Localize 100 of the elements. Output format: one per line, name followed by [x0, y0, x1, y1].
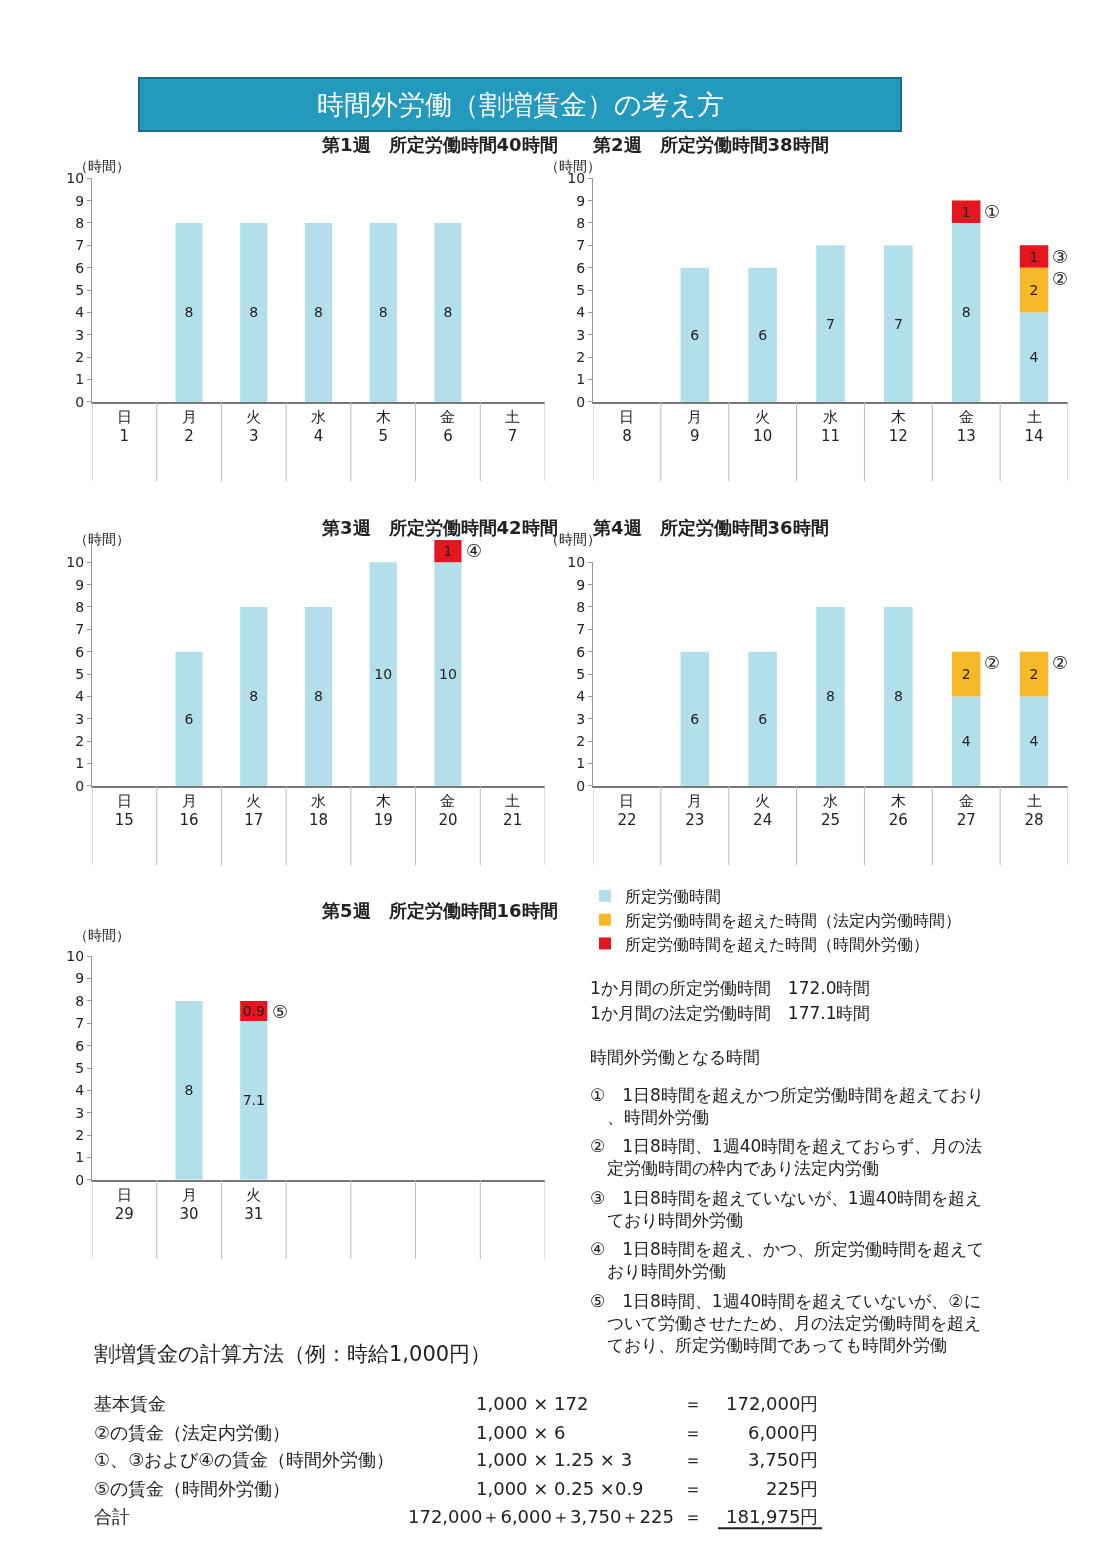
x-tick-label: 火 3 — [246, 407, 262, 446]
y-tick-label: 3 — [576, 326, 586, 343]
annotation: ① — [984, 201, 1001, 222]
y-tick-label: 7 — [576, 621, 586, 638]
x-tick-label: 日 22 — [617, 791, 637, 830]
text: 割増賃金の計算方法（例：時給1,000円） — [94, 1342, 492, 1366]
y-tick-label: 1 — [576, 371, 586, 388]
text: ① 1日8時間を超えかつ所定労働時間を超えており、時間外労働 — [590, 1085, 984, 1128]
text: 時間外労働となる時間 — [590, 1047, 760, 1067]
y-tick-label: 1 — [75, 371, 85, 388]
text: 1,000 × 172 — [476, 1393, 589, 1414]
legend-label: 所定労働時間を超えた時間（時間外労働） — [625, 934, 929, 954]
bar — [816, 606, 845, 786]
x-tick-label: 月 23 — [685, 791, 705, 830]
y-tick-label: 8 — [576, 598, 586, 615]
annotation: ③ — [1052, 246, 1069, 267]
x-tick-label: 水 4 — [311, 407, 326, 446]
data-label: 7 — [893, 315, 903, 332]
x-tick-label: 金 6 — [440, 407, 456, 446]
data-label: 8 — [249, 304, 259, 321]
y-tick-label: 0 — [576, 393, 586, 410]
data-label: 6 — [690, 326, 700, 343]
text: 1,000 × 6 — [476, 1422, 566, 1443]
y-tick-label: 9 — [75, 576, 85, 593]
x-tick-label: 日 8 — [619, 407, 635, 446]
text: ＝ — [684, 1478, 702, 1499]
y-tick-label: 9 — [576, 192, 586, 209]
bar — [1019, 245, 1049, 268]
y-tick-label: 1 — [75, 755, 85, 772]
y-tick-label: 5 — [576, 281, 586, 298]
data-label: 8 — [184, 304, 194, 321]
data-label: 7.1 — [242, 1092, 265, 1109]
chart-title: 第4週 所定労働時間36時間 — [592, 517, 829, 538]
text: 1,000 × 1.25 × 3 — [476, 1449, 633, 1470]
y-tick-label: 3 — [75, 326, 85, 343]
text: ③ 1日8時間を超えていないが、1週40時間を超えており時間外労働 — [590, 1188, 983, 1231]
data-label: 8 — [826, 688, 835, 705]
chart-title: 第5週 所定労働時間16時間 — [321, 900, 558, 921]
x-tick-label: 日 15 — [114, 791, 134, 830]
y-tick-label: 5 — [75, 1059, 85, 1076]
y-tick-label: 7 — [75, 621, 85, 638]
text: ② 1日8時間、1週40時間を超えておらず、月の法定労働時間の枠内であり法定内労働 — [590, 1136, 983, 1179]
y-tick-label: 6 — [75, 1037, 85, 1054]
bar — [240, 606, 268, 786]
x-tick-label: 土 21 — [503, 791, 523, 830]
y-tick-label: 3 — [576, 710, 586, 727]
text: 1か月間の所定労働時間 172.0時間 — [590, 978, 871, 998]
y-tick-label: 9 — [75, 192, 85, 209]
y-tick-label: 1 — [576, 755, 586, 772]
bar — [748, 651, 777, 786]
text: 1,000 × 0.25 ×0.9 — [476, 1478, 644, 1499]
y-tick-label: 4 — [75, 688, 85, 705]
y-tick-label: 0 — [576, 777, 586, 794]
bar — [1019, 696, 1049, 786]
text: 172,000＋6,000＋3,750＋225 — [408, 1506, 674, 1527]
data-label: 10 — [439, 666, 457, 683]
y-tick-label: 5 — [75, 281, 85, 298]
bar — [680, 651, 710, 786]
bar — [680, 267, 710, 402]
bar — [1019, 312, 1049, 402]
data-label: 8 — [443, 304, 453, 321]
annotation: ② — [1052, 652, 1069, 673]
y-tick-label: 10 — [66, 554, 85, 571]
x-tick-label: 水 11 — [820, 407, 841, 446]
y-tick-label: 4 — [576, 688, 586, 705]
y-tick-label: 9 — [576, 576, 586, 593]
y-tick-label: 9 — [75, 970, 85, 987]
data-label: 6 — [758, 326, 768, 343]
annotation: ⑤ — [272, 1001, 289, 1022]
x-tick-label: 火 31 — [244, 1185, 264, 1224]
data-label: 6 — [758, 710, 768, 727]
data-label: 2 — [1029, 666, 1039, 683]
data-label: 2 — [961, 666, 971, 683]
y-tick-label: 8 — [75, 598, 85, 615]
y-tick-label: 6 — [75, 259, 85, 276]
data-label: 8 — [314, 304, 323, 321]
y-tick-label: 4 — [576, 304, 586, 321]
x-tick-label: 水 25 — [820, 791, 841, 830]
text: ＝ — [684, 1422, 702, 1443]
y-tick-label: 5 — [576, 665, 586, 682]
data-label: 4 — [1029, 349, 1039, 366]
y-tick-label: 10 — [66, 948, 85, 965]
y-tick-label: 2 — [576, 349, 586, 366]
data-label: 1 — [1029, 248, 1039, 265]
text: 時間外労働（割増賃金）の考え方 — [316, 89, 724, 120]
bar — [951, 651, 981, 697]
y-axis-title: （時間） — [74, 158, 130, 174]
text: ＝ — [684, 1506, 702, 1527]
data-label: 4 — [961, 733, 971, 750]
y-axis-title: （時間） — [74, 531, 130, 547]
bar — [951, 200, 981, 223]
data-label: 1 — [961, 203, 971, 220]
text: ④ 1日8時間を超え、かつ、所定労働時間を超えており時間外労働 — [590, 1239, 984, 1282]
legend-label: 所定労働時間を超えた時間（法定内労働時間） — [625, 910, 961, 930]
bar — [304, 606, 333, 786]
data-label: 8 — [378, 304, 388, 321]
y-tick-label: 3 — [75, 710, 85, 727]
bar — [951, 696, 981, 786]
y-tick-label: 2 — [75, 349, 85, 366]
y-tick-label: 0 — [75, 393, 85, 410]
